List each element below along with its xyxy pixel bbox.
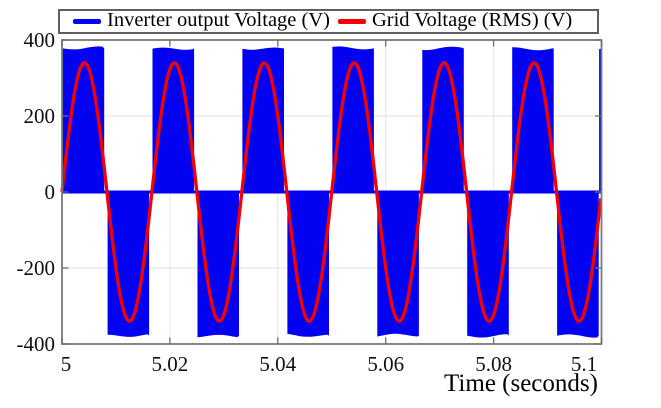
y-tick-label: -200 (17, 256, 56, 280)
y-tick-label: 200 (24, 104, 56, 128)
x-axis-title: Time (seconds) (444, 370, 598, 397)
legend-line-sample-grid (337, 19, 366, 24)
legend-label-inverter: Inverter output Voltage (V) (107, 9, 330, 32)
x-tick-label: 5.1 (571, 352, 597, 376)
x-tick-label: 5.06 (367, 352, 404, 376)
legend-box: Inverter output Voltage (V) Grid Voltage… (58, 9, 599, 34)
legend-label-grid: Grid Voltage (RMS) (V) (371, 9, 573, 32)
x-tick-label: 5.04 (259, 352, 296, 376)
legend-line-sample-inverter (73, 19, 101, 24)
x-tick-label: 5.02 (152, 352, 189, 376)
y-tick-label: 400 (24, 28, 56, 52)
x-tick-label: 5 (61, 352, 72, 376)
grid-voltage-curve (60, 61, 603, 323)
x-tick-label: 5.08 (475, 352, 512, 376)
y-tick-label: -400 (17, 332, 56, 356)
y-tick-label: 0 (45, 180, 56, 204)
